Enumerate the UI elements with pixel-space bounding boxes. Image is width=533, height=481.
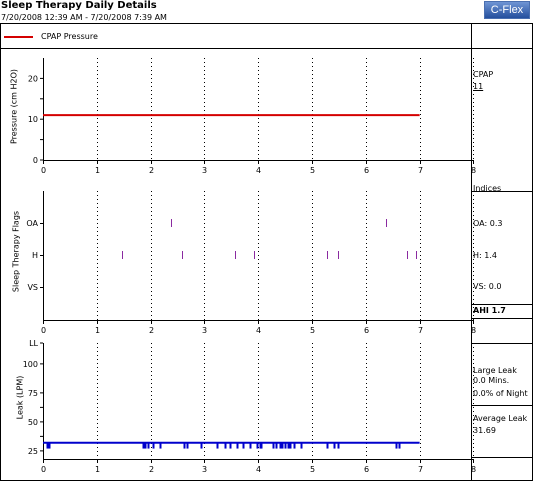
cpap-value: 11 xyxy=(473,82,484,91)
h-index: H: 1.4 xyxy=(473,251,497,260)
legend-line-swatch xyxy=(4,36,33,38)
tick-labels-group: 0 1 2 3 4 5 6 7 8 0 1 2 3 4 5 6 7 8 0 1 2 3 4 5 6 7 8 0 10 20 OA H VS LL 1… xyxy=(23,74,476,474)
leak-y-tick-label: 50 xyxy=(28,418,38,427)
flags-x-tick-label: 0 xyxy=(41,326,46,335)
flags-y-tick-label: H xyxy=(32,251,38,260)
legend-label: CPAP Pressure xyxy=(41,32,98,41)
date-range: 7/20/2008 12:39 AM - 7/20/2008 7:39 AM xyxy=(1,13,167,22)
indices-title: Indices xyxy=(473,184,502,193)
flags-y-tick-label: VS xyxy=(27,283,38,292)
leak-x-tick-label: 1 xyxy=(95,465,100,474)
cflex-logo: C-Flex xyxy=(484,1,530,19)
leak-y-tick-label: LL xyxy=(29,339,38,348)
pressure-x-tick-label: 1 xyxy=(95,166,100,175)
flags-x-tick-label: 6 xyxy=(364,326,369,335)
pressure-x-tick-label: 7 xyxy=(418,166,423,175)
leak-x-tick-label: 7 xyxy=(418,465,423,474)
flags-x-tick-label: 8 xyxy=(471,326,476,335)
pressure-x-tick-label: 2 xyxy=(149,166,154,175)
ahi-value: AHI 1.7 xyxy=(473,306,506,315)
pressure-x-tick-label: 6 xyxy=(364,166,369,175)
grid-group xyxy=(97,58,474,459)
pressure-x-tick-label: 0 xyxy=(41,166,46,175)
leak-y-tick-label: 25 xyxy=(28,447,38,456)
vs-index: VS: 0.0 xyxy=(473,282,502,291)
leak-x-tick-label: 8 xyxy=(471,465,476,474)
flags-x-tick-label: 2 xyxy=(149,326,154,335)
pressure-x-tick-label: 4 xyxy=(256,166,261,175)
leak-y-tick-label: 75 xyxy=(28,389,38,398)
page-title: Sleep Therapy Daily Details xyxy=(1,0,157,11)
leak-x-tick-label: 6 xyxy=(364,465,369,474)
flags-x-tick-label: 4 xyxy=(256,326,261,335)
leak-x-tick-label: 2 xyxy=(149,465,154,474)
pressure-y-tick-label: 10 xyxy=(28,115,38,124)
pressure-x-tick-label: 3 xyxy=(202,166,207,175)
axes-group xyxy=(40,58,533,463)
pressure-y-tick-label: 0 xyxy=(33,156,38,165)
leak-x-tick-label: 4 xyxy=(256,465,261,474)
flags-x-tick-label: 1 xyxy=(95,326,100,335)
cpap-label: CPAP xyxy=(473,70,494,79)
leak-y-tick-label: 100 xyxy=(23,360,38,369)
large-leak-mins: 0.0 Mins. xyxy=(473,376,510,385)
large-leak-percent: 0.0% of Night xyxy=(473,389,528,398)
oa-index: OA: 0.3 xyxy=(473,219,503,228)
average-leak-value: 31.69 xyxy=(473,426,496,435)
flags-x-tick-label: 3 xyxy=(202,326,207,335)
flags-x-tick-label: 5 xyxy=(310,326,315,335)
outer-frame xyxy=(0,23,533,481)
flags-x-tick-label: 7 xyxy=(418,326,423,335)
leak-x-tick-label: 5 xyxy=(310,465,315,474)
leak-x-tick-label: 0 xyxy=(41,465,46,474)
large-leak-label: Large Leak xyxy=(473,366,517,375)
pressure-x-tick-label: 8 xyxy=(471,166,476,175)
flags-y-tick-label: OA xyxy=(26,219,38,228)
pressure-y-tick-label: 20 xyxy=(28,74,38,83)
leak-x-tick-label: 3 xyxy=(202,465,207,474)
average-leak-label: Average Leak xyxy=(473,414,528,423)
pressure-x-tick-label: 5 xyxy=(310,166,315,175)
marks-group xyxy=(43,114,420,449)
